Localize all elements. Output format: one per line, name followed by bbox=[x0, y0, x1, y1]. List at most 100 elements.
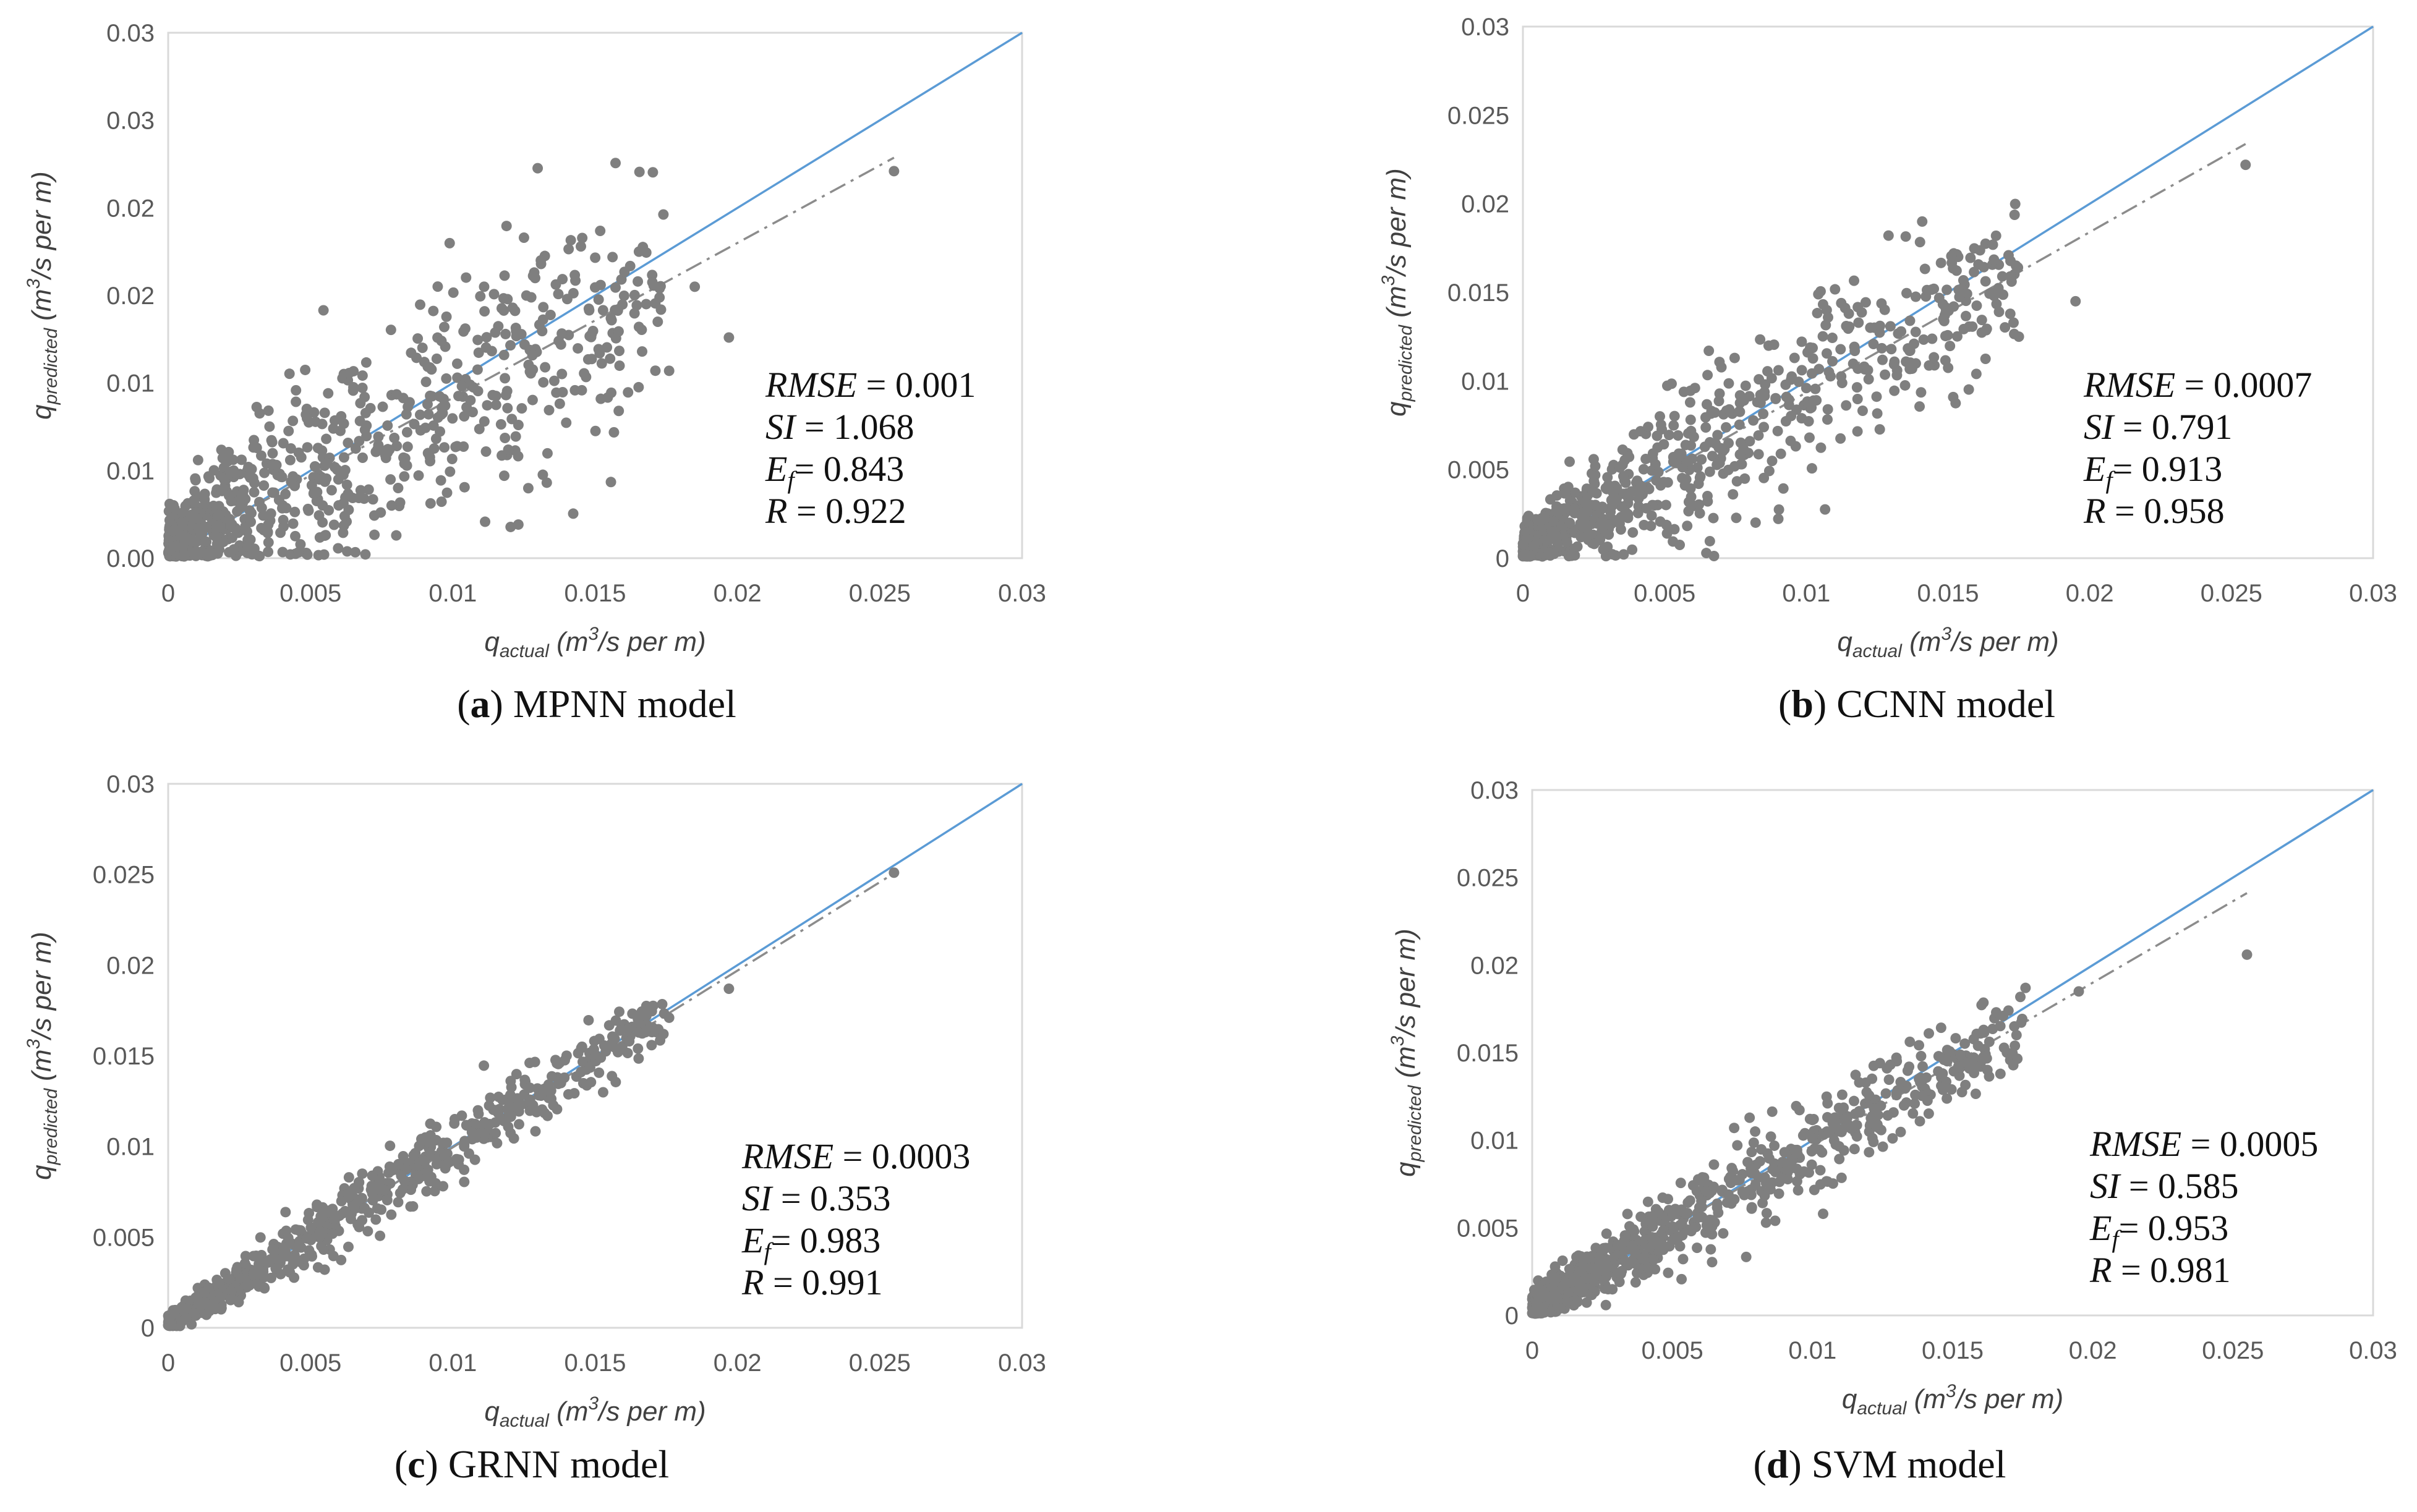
scatter-point bbox=[2011, 1029, 2022, 1040]
y-axis-label-subscript: predicted bbox=[1405, 1085, 1425, 1163]
scatter-point bbox=[372, 1203, 383, 1214]
scatter-point bbox=[607, 1071, 618, 1082]
scatter-point bbox=[473, 1108, 484, 1119]
scatter-point bbox=[1551, 1273, 1562, 1284]
scatter-point bbox=[1655, 411, 1666, 422]
scatter-point bbox=[1642, 1196, 1653, 1207]
scatter-point bbox=[402, 441, 413, 452]
scatter-point bbox=[1773, 365, 1784, 376]
scatter-point bbox=[203, 471, 214, 482]
scatter-point bbox=[215, 1278, 226, 1289]
scatter-point bbox=[561, 1050, 572, 1061]
data-point bbox=[479, 281, 490, 292]
data-point bbox=[1723, 1189, 1734, 1200]
scatter-point bbox=[1889, 356, 1900, 367]
y-axis-label: qpredicted (m3/s per m) bbox=[1378, 168, 1416, 417]
scatter-point bbox=[459, 482, 470, 493]
identity-line bbox=[168, 32, 1023, 559]
scatter-point bbox=[1603, 529, 1614, 540]
scatter-point bbox=[475, 291, 486, 302]
chart-panel-c: 0 0.005 0.01 0.015 0.02 0.025 0.03 0 0.005 0.01 0.… bbox=[23, 771, 1046, 1486]
x-tick-label: 0.025 bbox=[849, 1349, 911, 1377]
scatter-point bbox=[386, 1209, 397, 1220]
scatter-point bbox=[431, 1121, 442, 1132]
scatter-point bbox=[1827, 333, 1838, 344]
x-tick-label: 0.01 bbox=[428, 580, 477, 607]
scatter-point bbox=[1895, 1076, 1906, 1087]
data-point bbox=[1681, 1208, 1692, 1220]
scatter-point bbox=[263, 1257, 274, 1268]
stat-line: SI = 0.353 bbox=[742, 1178, 891, 1218]
scatter-point bbox=[1732, 1140, 1743, 1151]
scatter-point bbox=[633, 381, 644, 393]
scatter-point bbox=[1812, 308, 1823, 319]
x-axis-label-symbol: q bbox=[484, 627, 500, 657]
scatter-point bbox=[1650, 1236, 1661, 1247]
scatter-point bbox=[401, 427, 412, 438]
scatter-point bbox=[263, 546, 274, 558]
plot-frame bbox=[1531, 789, 2374, 1317]
scatter-point bbox=[1714, 457, 1725, 469]
scatter-point bbox=[1616, 501, 1627, 512]
scatter-point bbox=[447, 413, 458, 424]
scatter-point bbox=[1937, 299, 1948, 310]
scatter-point bbox=[1958, 323, 1969, 334]
scatter-point bbox=[1590, 461, 1601, 472]
scatter-point bbox=[469, 1118, 480, 1129]
scatter-point bbox=[1900, 231, 1911, 242]
scatter-point bbox=[1910, 358, 1921, 369]
x-axis-label-superscript: 3 bbox=[1946, 1381, 1956, 1401]
scatter-point bbox=[318, 549, 330, 560]
scatter-point bbox=[301, 403, 312, 414]
scatter-point bbox=[436, 496, 447, 508]
scatter-point bbox=[1750, 517, 1761, 528]
scatter-point bbox=[1942, 1093, 1953, 1104]
scatter-point bbox=[1667, 1235, 1678, 1246]
scatter-point bbox=[275, 527, 286, 538]
scatter-point bbox=[569, 270, 581, 281]
scatter-point bbox=[328, 519, 339, 530]
scatter-point bbox=[646, 1040, 657, 1051]
scatter-point bbox=[563, 244, 574, 255]
scatter-point bbox=[650, 298, 661, 309]
scatter-point bbox=[1562, 1295, 1573, 1306]
scatter-point bbox=[397, 1184, 408, 1195]
scatter-point bbox=[202, 522, 213, 533]
scatter-point bbox=[1901, 287, 1912, 299]
scatter-point bbox=[1702, 491, 1713, 502]
scatter-point bbox=[1916, 387, 1927, 398]
scatter-point bbox=[429, 1186, 440, 1197]
scatter-point bbox=[353, 1177, 364, 1188]
scatter-point bbox=[1976, 315, 1987, 326]
scatter-point bbox=[554, 398, 565, 409]
scatter-point bbox=[1675, 1178, 1686, 1189]
caption-paren: ( bbox=[394, 1442, 407, 1486]
data-point bbox=[1914, 1074, 1925, 1084]
scatter-point bbox=[466, 1126, 477, 1137]
scatter-point bbox=[236, 491, 247, 502]
scatter-point bbox=[1750, 1126, 1761, 1137]
y-tick-label: 0.00 bbox=[106, 545, 155, 572]
scatter-point bbox=[552, 1103, 563, 1115]
scatter-point bbox=[1696, 1202, 1707, 1213]
scatter-point bbox=[1809, 1143, 1820, 1154]
scatter-point bbox=[500, 432, 511, 443]
scatter-point bbox=[369, 510, 380, 521]
caption-letter: d bbox=[1767, 1442, 1789, 1486]
scatter-point bbox=[556, 328, 568, 339]
scatter-point bbox=[370, 446, 382, 457]
y-tick-label: 0.01 bbox=[1470, 1128, 1519, 1155]
scatter-point bbox=[629, 289, 640, 300]
scatter-point bbox=[1955, 1049, 1966, 1060]
scatter-point bbox=[550, 1055, 561, 1066]
scatter-point bbox=[1570, 1295, 1581, 1306]
scatter-point bbox=[1700, 412, 1711, 423]
scatter-point bbox=[1914, 1040, 1925, 1051]
scatter-point bbox=[1864, 1090, 1875, 1101]
scatter-point bbox=[499, 270, 510, 281]
scatter-point bbox=[373, 431, 384, 442]
scatter-point bbox=[417, 342, 428, 354]
stat-line: R = 0.991 bbox=[741, 1262, 883, 1302]
scatter-point bbox=[1674, 539, 1686, 550]
scatter-point bbox=[1746, 1147, 1757, 1158]
